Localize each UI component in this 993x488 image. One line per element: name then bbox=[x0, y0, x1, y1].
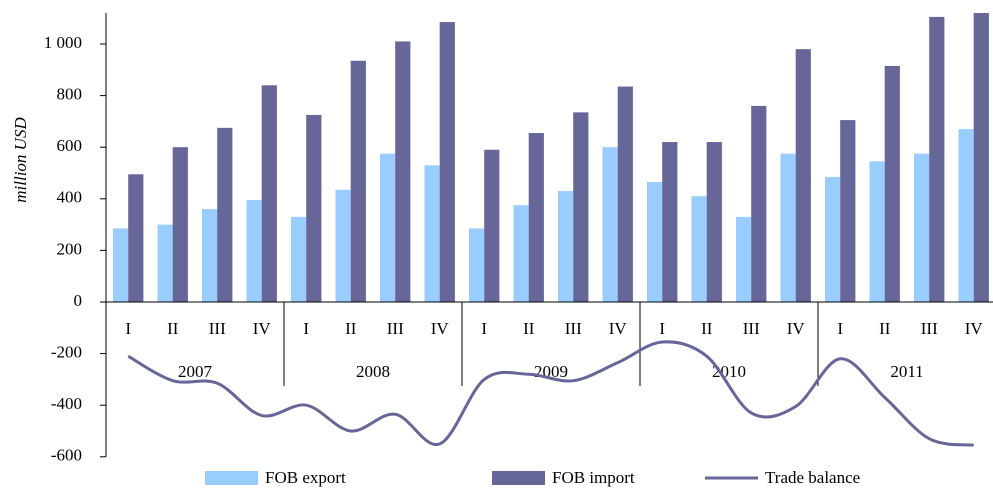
x-tick-label: IV bbox=[609, 319, 628, 338]
x-tick-label: II bbox=[345, 319, 357, 338]
bar bbox=[350, 60, 366, 302]
x-tick-label: I bbox=[837, 319, 843, 338]
x-tick-label: I bbox=[125, 319, 131, 338]
bar bbox=[958, 129, 974, 302]
bar bbox=[202, 209, 218, 302]
bar bbox=[291, 216, 307, 302]
x-tick-label: IV bbox=[431, 319, 450, 338]
bar bbox=[217, 127, 233, 302]
bar bbox=[884, 65, 900, 303]
bar bbox=[157, 224, 173, 302]
y-axis-title: million USD bbox=[11, 117, 30, 203]
y-tick-label: 800 bbox=[57, 85, 83, 104]
bar bbox=[469, 228, 485, 302]
bar bbox=[751, 105, 767, 302]
bar bbox=[573, 112, 589, 303]
bar bbox=[528, 133, 544, 302]
x-tick-label: II bbox=[879, 319, 891, 338]
bar bbox=[780, 153, 796, 302]
bar bbox=[246, 200, 262, 302]
bar bbox=[172, 147, 188, 302]
x-tick-label: I bbox=[481, 319, 487, 338]
bar bbox=[706, 142, 722, 302]
bar bbox=[840, 120, 856, 302]
x-tick-label: I bbox=[659, 319, 665, 338]
y-tick-label: -600 bbox=[51, 446, 82, 465]
x-tick-label: II bbox=[167, 319, 179, 338]
year-label: 2007 bbox=[178, 362, 213, 381]
bar bbox=[914, 153, 930, 302]
bar bbox=[424, 165, 440, 302]
bar bbox=[395, 41, 411, 303]
bar bbox=[306, 114, 322, 302]
bar bbox=[691, 196, 707, 302]
legend-swatch bbox=[492, 471, 545, 485]
bar bbox=[736, 216, 752, 302]
trade-balance-line bbox=[127, 340, 974, 447]
year-label: 2011 bbox=[890, 362, 923, 381]
y-tick-label: -400 bbox=[51, 394, 82, 413]
bar bbox=[825, 176, 841, 302]
year-label: 2010 bbox=[712, 362, 746, 381]
y-tick-label: -200 bbox=[51, 343, 82, 362]
bar bbox=[929, 16, 945, 302]
legend-label: FOB export bbox=[265, 468, 346, 487]
x-tick-label: III bbox=[921, 319, 938, 338]
bar bbox=[484, 149, 500, 302]
bar bbox=[617, 86, 633, 302]
x-tick-label: II bbox=[701, 319, 713, 338]
legend-label: FOB import bbox=[552, 468, 635, 487]
x-tick-label: II bbox=[523, 319, 535, 338]
bar bbox=[335, 189, 351, 302]
bar bbox=[513, 205, 529, 302]
bar bbox=[380, 153, 396, 302]
year-label: 2008 bbox=[356, 362, 390, 381]
bar bbox=[795, 49, 811, 302]
legend-label: Trade balance bbox=[765, 468, 860, 487]
bar bbox=[113, 228, 129, 302]
bar bbox=[261, 85, 277, 302]
bar bbox=[973, 13, 989, 302]
bar bbox=[869, 161, 885, 302]
y-tick-label: 200 bbox=[57, 239, 83, 258]
bar bbox=[128, 174, 144, 302]
bar bbox=[558, 191, 574, 302]
x-tick-label: IV bbox=[787, 319, 806, 338]
x-tick-label: III bbox=[565, 319, 582, 338]
x-tick-label: III bbox=[743, 319, 760, 338]
x-tick-label: IV bbox=[253, 319, 272, 338]
x-tick-label: III bbox=[387, 319, 404, 338]
bar bbox=[647, 182, 663, 302]
x-tick-label: III bbox=[209, 319, 226, 338]
legend-swatch bbox=[205, 471, 258, 485]
y-tick-label: 0 bbox=[74, 291, 83, 310]
x-tick-label: IV bbox=[965, 319, 984, 338]
bar bbox=[439, 22, 455, 302]
y-tick-label: 1 000 bbox=[44, 33, 82, 52]
x-tick-label: I bbox=[303, 319, 309, 338]
y-tick-label: 600 bbox=[57, 136, 83, 155]
bar bbox=[662, 142, 678, 302]
bar bbox=[602, 147, 618, 302]
y-tick-label: 400 bbox=[57, 188, 83, 207]
